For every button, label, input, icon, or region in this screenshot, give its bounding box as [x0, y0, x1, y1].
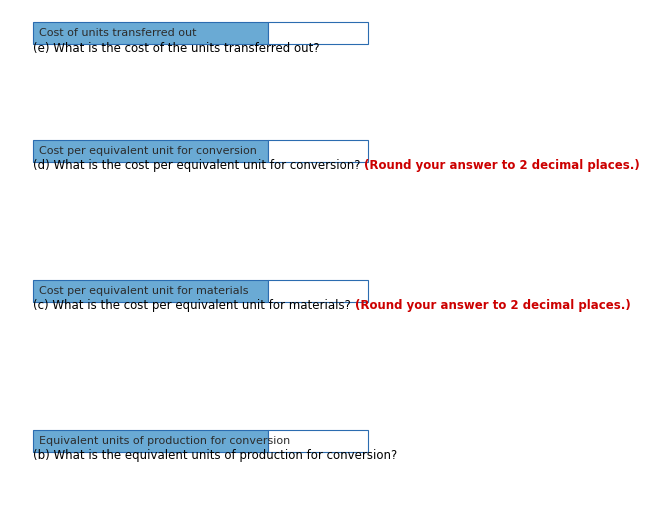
- Text: (b) What is the equivalent units of production for conversion?: (b) What is the equivalent units of prod…: [33, 449, 397, 461]
- Text: (Round your answer to 2 decimal places.): (Round your answer to 2 decimal places.): [364, 158, 640, 172]
- Bar: [33, 430, 268, 452]
- Bar: [268, 430, 368, 452]
- Bar: [268, 22, 368, 44]
- Bar: [33, 22, 268, 44]
- Bar: [33, 140, 268, 162]
- Text: Cost per equivalent unit for conversion: Cost per equivalent unit for conversion: [39, 146, 257, 156]
- Text: Equivalent units of production for conversion: Equivalent units of production for conve…: [39, 436, 290, 446]
- Text: (e) What is the cost of the units transferred out?: (e) What is the cost of the units transf…: [33, 41, 319, 55]
- Text: (Round your answer to 2 decimal places.): (Round your answer to 2 decimal places.): [354, 298, 630, 312]
- Text: (c) What is the cost per equivalent unit for materials?: (c) What is the cost per equivalent unit…: [33, 298, 354, 312]
- Text: (d) What is the cost per equivalent unit for conversion?: (d) What is the cost per equivalent unit…: [33, 158, 364, 172]
- Text: Cost of units transferred out: Cost of units transferred out: [39, 28, 197, 38]
- Bar: [33, 280, 268, 302]
- Bar: [268, 280, 368, 302]
- Text: Cost per equivalent unit for materials: Cost per equivalent unit for materials: [39, 286, 249, 296]
- Bar: [268, 140, 368, 162]
